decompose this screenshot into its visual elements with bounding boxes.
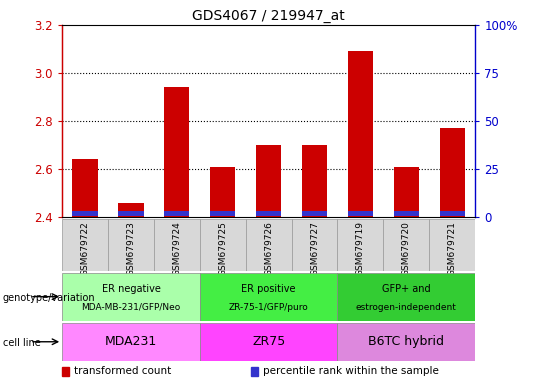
Bar <box>338 219 383 271</box>
Bar <box>108 219 154 271</box>
Bar <box>118 212 144 216</box>
Bar <box>62 219 108 271</box>
Bar <box>164 212 190 216</box>
Text: ER positive: ER positive <box>241 285 296 295</box>
Bar <box>302 145 327 217</box>
Text: GSM679721: GSM679721 <box>448 222 457 276</box>
Text: ER negative: ER negative <box>102 285 160 295</box>
Bar <box>210 212 235 216</box>
Text: GSM679724: GSM679724 <box>172 222 181 276</box>
Bar <box>383 219 429 271</box>
Bar <box>429 219 475 271</box>
Text: GSM679722: GSM679722 <box>80 222 90 276</box>
Text: GSM679719: GSM679719 <box>356 222 365 276</box>
Text: ZR-75-1/GFP/puro: ZR-75-1/GFP/puro <box>229 303 308 312</box>
Bar <box>62 323 200 361</box>
Bar <box>256 145 281 217</box>
Bar <box>62 273 200 321</box>
Text: MDA231: MDA231 <box>105 335 157 348</box>
Text: GSM679725: GSM679725 <box>218 222 227 276</box>
Text: genotype/variation: genotype/variation <box>3 293 96 303</box>
Text: GSM679723: GSM679723 <box>126 222 136 276</box>
Text: GSM679727: GSM679727 <box>310 222 319 276</box>
Bar <box>256 212 281 216</box>
Text: cell line: cell line <box>3 338 40 348</box>
Text: GSM679720: GSM679720 <box>402 222 411 276</box>
Bar <box>394 212 419 216</box>
Bar <box>338 273 475 321</box>
Bar <box>200 273 338 321</box>
Bar <box>338 323 475 361</box>
Text: estrogen-independent: estrogen-independent <box>356 303 457 312</box>
Text: ZR75: ZR75 <box>252 335 285 348</box>
Bar <box>200 323 338 361</box>
Bar <box>72 159 98 217</box>
Bar <box>246 219 292 271</box>
Bar <box>200 219 246 271</box>
Text: MDA-MB-231/GFP/Neo: MDA-MB-231/GFP/Neo <box>82 303 180 312</box>
Bar <box>72 212 98 216</box>
Bar <box>394 167 419 217</box>
Text: GFP+ and: GFP+ and <box>382 285 431 295</box>
Bar <box>302 212 327 216</box>
Bar <box>348 212 373 216</box>
Text: B6TC hybrid: B6TC hybrid <box>368 335 444 348</box>
Bar <box>292 219 338 271</box>
Bar <box>348 51 373 217</box>
Title: GDS4067 / 219947_at: GDS4067 / 219947_at <box>192 8 345 23</box>
Bar <box>164 88 190 217</box>
Text: GSM679726: GSM679726 <box>264 222 273 276</box>
Text: transformed count: transformed count <box>75 366 172 376</box>
Bar <box>440 212 465 216</box>
Bar <box>154 219 200 271</box>
Bar <box>118 203 144 217</box>
Bar <box>440 128 465 217</box>
Text: percentile rank within the sample: percentile rank within the sample <box>264 366 439 376</box>
Bar <box>210 167 235 217</box>
